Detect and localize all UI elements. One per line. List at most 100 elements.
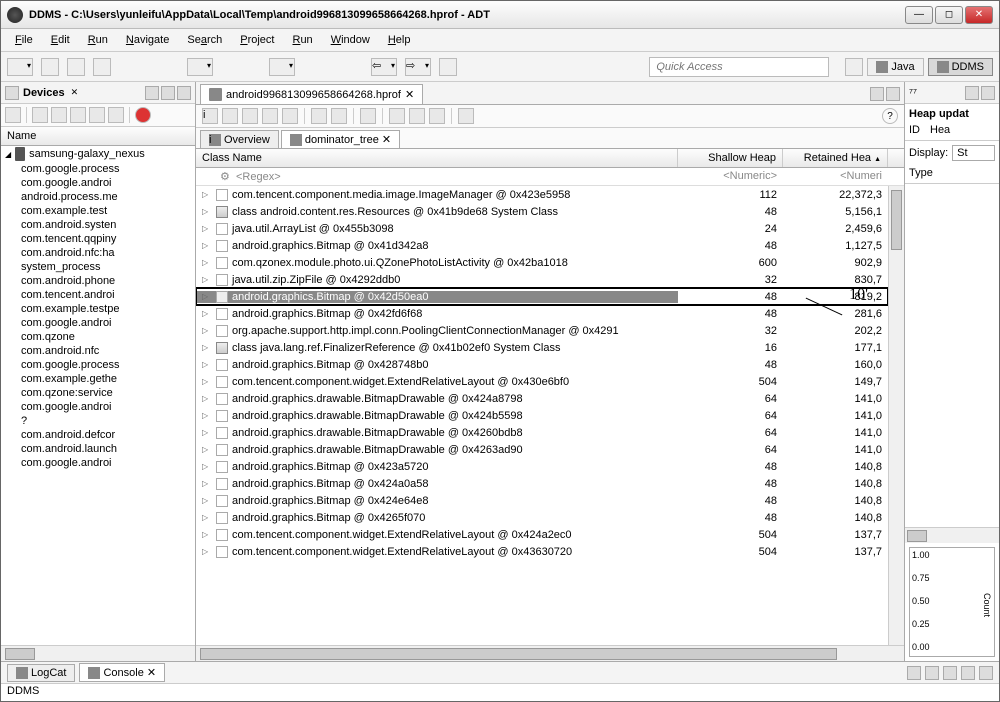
table-row[interactable]: ▷android.graphics.drawable.BitmapDrawabl… [196,441,888,458]
device-process[interactable]: com.google.androi [1,456,195,470]
menu-file[interactable]: File [7,31,41,49]
devices-list[interactable]: samsung-galaxy_nexuscom.google.processco… [1,146,195,645]
device-process[interactable]: android.process.me [1,190,195,204]
dump-icon[interactable] [51,107,67,123]
table-row[interactable]: ▷java.util.ArrayList @ 0x455b3098242,459… [196,220,888,237]
device-process[interactable]: com.example.test [1,204,195,218]
table-row[interactable]: ▷android.graphics.Bitmap @ 0x424a0a58481… [196,475,888,492]
h-scrollbar[interactable] [1,645,195,661]
table-row[interactable]: ▷java.util.zip.ZipFile @ 0x4292ddb032830… [196,271,888,288]
right-h-scroll[interactable] [905,527,999,543]
device-process[interactable]: com.android.launch [1,442,195,456]
quick-access-input[interactable] [649,57,829,77]
device-process[interactable]: com.android.nfc:ha [1,246,195,260]
table-row[interactable]: ▷com.qzonex.module.photo.ui.QZonePhotoLi… [196,254,888,271]
method-icon[interactable] [108,107,124,123]
perspective-java[interactable]: Java [867,58,923,76]
table-row[interactable]: ▷android.graphics.drawable.BitmapDrawabl… [196,407,888,424]
screenshot-icon[interactable] [145,86,159,100]
table-row[interactable]: ▷android.graphics.Bitmap @ 0x42fd6f68482… [196,305,888,322]
heap-icon[interactable] [32,107,48,123]
table-row[interactable]: ▷android.graphics.Bitmap @ 0x424e64e8481… [196,492,888,509]
table-body[interactable]: 10' ▷com.tencent.component.media.image.I… [196,186,888,645]
maximize-button[interactable]: ◻ [935,6,963,24]
table-row[interactable]: ▷com.tencent.component.widget.ExtendRela… [196,543,888,560]
device-process[interactable]: com.google.androi [1,400,195,414]
table-row[interactable]: ▷android.graphics.Bitmap @ 0x4265f070481… [196,509,888,526]
tab-dominator[interactable]: dominator_tree✕ [281,130,400,148]
menu-edit[interactable]: Edit [43,31,78,49]
forward-button[interactable]: ⇨ [405,58,431,76]
minimize-button[interactable]: — [905,6,933,24]
new-button[interactable] [7,58,33,76]
table-row[interactable]: ▷class android.content.res.Resources @ 0… [196,203,888,220]
search-icon[interactable] [360,108,376,124]
right-tab-label[interactable]: ⁷⁷ [909,87,917,99]
open-perspective-button[interactable] [845,58,863,76]
thread-icon[interactable] [89,107,105,123]
save-all-button[interactable] [67,58,85,76]
tab-overview[interactable]: iOverview [200,130,279,148]
device-process[interactable]: ? [1,414,195,428]
group-icon[interactable] [389,108,405,124]
filter-row[interactable]: ⚙<Regex> <Numeric> <Numeri [196,168,904,186]
col-retained[interactable]: Retained Hea [783,149,888,167]
debug-button[interactable] [187,58,213,76]
minimize-view-icon[interactable] [161,86,175,100]
console-btn3[interactable] [943,666,957,680]
gear-icon[interactable] [282,108,298,124]
table-row[interactable]: ▷org.apache.support.http.impl.conn.Pooli… [196,322,888,339]
device-root[interactable]: samsung-galaxy_nexus [1,146,195,162]
device-process[interactable]: com.tencent.androi [1,288,195,302]
close-button[interactable]: ✕ [965,6,993,24]
col-classname[interactable]: Class Name [196,149,678,167]
table-row[interactable]: ▷com.tencent.component.media.image.Image… [196,186,888,203]
device-process[interactable]: com.example.testpe [1,302,195,316]
help-icon[interactable]: ? [882,108,898,124]
table-row[interactable]: ▷com.tencent.component.widget.ExtendRela… [196,526,888,543]
histogram-icon[interactable] [222,108,238,124]
menu-help[interactable]: Help [380,31,419,49]
minimize-editor-icon[interactable] [870,87,884,101]
tab-logcat[interactable]: LogCat [7,664,75,682]
close-subtab-icon[interactable]: ✕ [382,133,391,146]
calc-icon[interactable] [409,108,425,124]
close-tab-icon[interactable]: ✕ [405,88,414,101]
device-process[interactable]: com.android.phone [1,274,195,288]
device-process[interactable]: com.qzone:service [1,386,195,400]
device-process[interactable]: com.qzone [1,330,195,344]
console-btn2[interactable] [925,666,939,680]
menu-navigate[interactable]: Navigate [118,31,177,49]
chart-icon[interactable] [429,108,445,124]
query-icon[interactable] [331,108,347,124]
menu-run[interactable]: Run [80,31,116,49]
run-button[interactable] [269,58,295,76]
device-process[interactable]: com.google.process [1,358,195,372]
export-icon[interactable] [458,108,474,124]
device-process[interactable]: com.tencent.qqpiny [1,232,195,246]
device-process[interactable]: com.google.androi [1,316,195,330]
maximize-right-icon[interactable] [981,86,995,100]
editor-h-scrollbar[interactable] [196,645,904,661]
minimize-right-icon[interactable] [965,86,979,100]
debug-icon[interactable] [5,107,21,123]
display-select[interactable]: St [952,145,995,161]
table-row[interactable]: ▷android.graphics.Bitmap @ 0x42d50ea0488… [196,288,888,305]
console-btn1[interactable] [907,666,921,680]
titlebar[interactable]: DDMS - C:\Users\yunleifu\AppData\Local\T… [1,1,999,29]
device-process[interactable]: com.google.process [1,162,195,176]
console-btn4[interactable] [961,666,975,680]
table-row[interactable]: ▷com.tencent.component.widget.ExtendRela… [196,373,888,390]
oql-icon[interactable] [262,108,278,124]
device-process[interactable]: com.android.systen [1,218,195,232]
maximize-view-icon[interactable] [177,86,191,100]
stop-icon[interactable] [135,107,151,123]
device-process[interactable]: com.android.nfc [1,344,195,358]
device-process[interactable]: com.google.androi [1,176,195,190]
table-row[interactable]: ▷class java.lang.ref.FinalizerReference … [196,339,888,356]
save-button[interactable] [41,58,59,76]
perspective-ddms[interactable]: DDMS [928,58,993,76]
gc-icon[interactable] [70,107,86,123]
menu-window[interactable]: Window [323,31,378,49]
table-row[interactable]: ▷android.graphics.drawable.BitmapDrawabl… [196,390,888,407]
